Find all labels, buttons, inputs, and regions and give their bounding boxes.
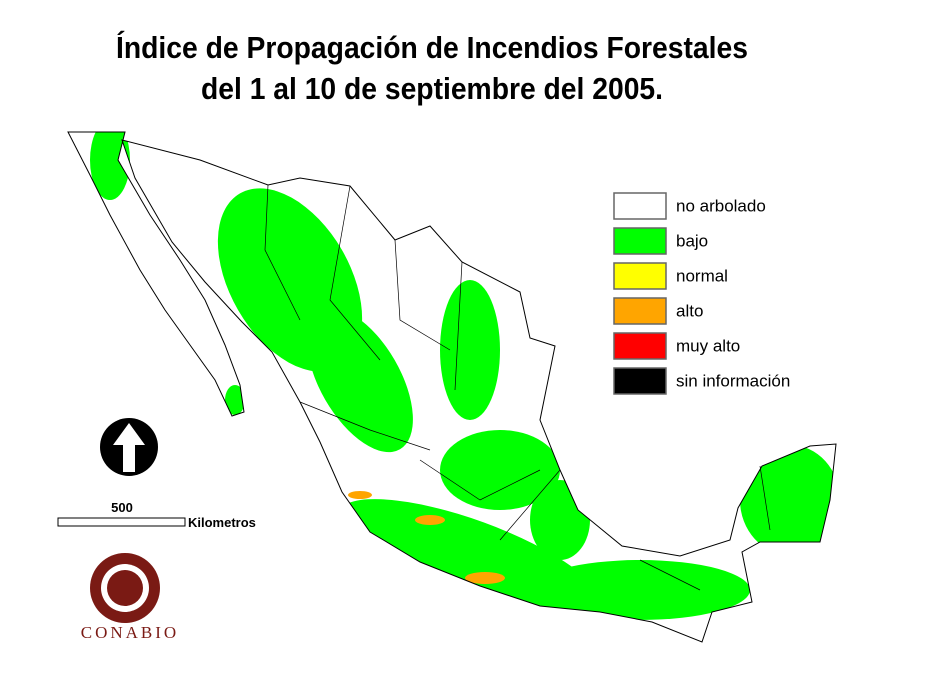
- legend-label: normal: [676, 266, 728, 285]
- scale-bar: 500 Kilometros: [57, 500, 256, 530]
- fire-spots: [348, 491, 505, 584]
- legend-swatch: [613, 297, 667, 325]
- legend-label: alto: [676, 301, 703, 320]
- state-borders: [264, 184, 771, 591]
- legend-swatch: [613, 192, 667, 220]
- scale-distance: 500: [111, 500, 133, 515]
- legend-swatch: [613, 227, 667, 255]
- logo-text: CONABIO: [81, 623, 179, 642]
- legend-label: muy alto: [676, 336, 740, 355]
- title-line-2: del 1 al 10 de septiembre del 2005.: [201, 71, 663, 106]
- north-arrow: [100, 418, 158, 476]
- legend-label: sin información: [676, 371, 790, 390]
- legend-label: no arbolado: [676, 196, 766, 215]
- title-line-1: Índice de Propagación de Incendios Fores…: [116, 30, 748, 65]
- legend-label: bajo: [676, 231, 708, 250]
- scale-unit: Kilometros: [188, 515, 256, 530]
- legend-swatch: [613, 262, 667, 290]
- logo: CONABIO: [81, 553, 179, 642]
- legend: no arbolado bajo normal alto muy alto sin inf…: [613, 192, 790, 395]
- legend-swatch: [613, 367, 667, 395]
- legend-swatch: [613, 332, 667, 360]
